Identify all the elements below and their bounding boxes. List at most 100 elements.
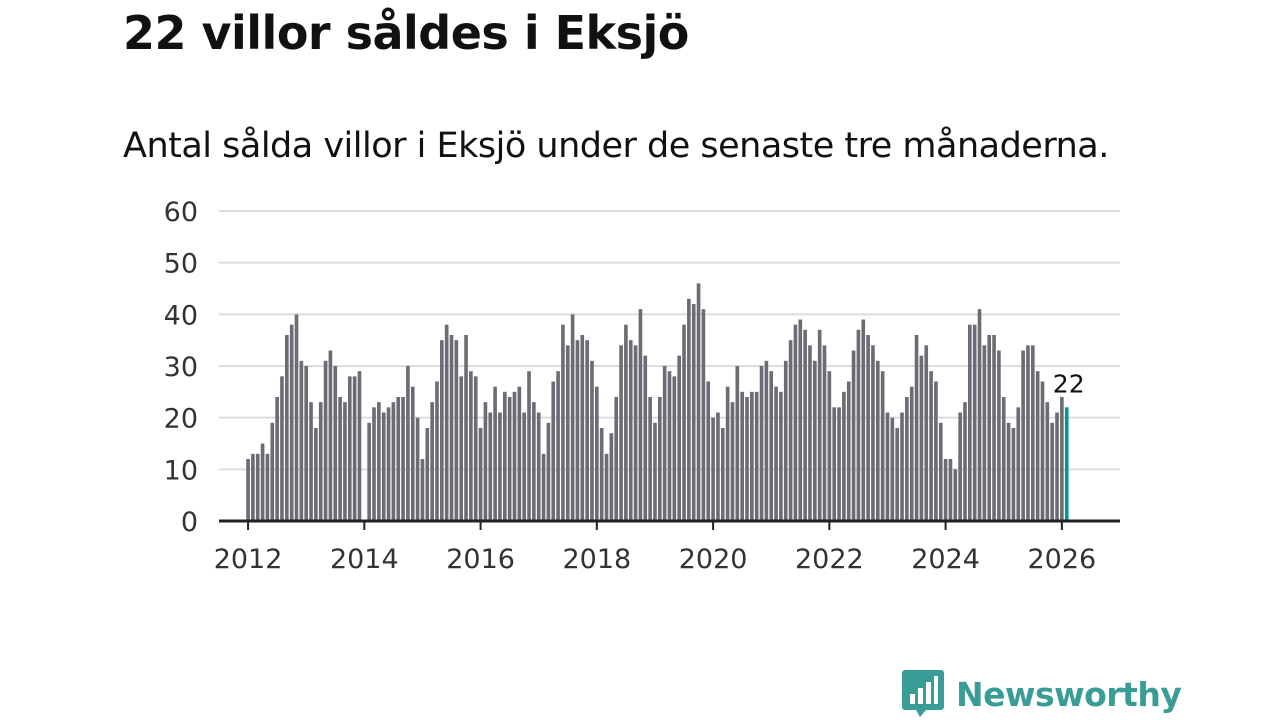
bar: [556, 371, 560, 521]
bar: [352, 376, 357, 521]
bar: [788, 340, 793, 521]
chart-subtitle: Antal sålda villor i Eksjö under de sena…: [123, 126, 1109, 166]
bar: [415, 417, 420, 521]
bar: [304, 366, 309, 521]
bar: [498, 412, 502, 521]
bar: [842, 391, 846, 521]
bar: [454, 340, 459, 521]
y-tick-label: 20: [164, 404, 198, 435]
bar: [745, 397, 749, 521]
bar: [798, 319, 803, 521]
bar: [309, 402, 313, 521]
bar: [289, 324, 294, 521]
bar: [536, 412, 541, 521]
bar: [444, 324, 449, 521]
bar: [1060, 397, 1064, 521]
bar: [638, 309, 643, 521]
bar: [493, 386, 497, 521]
bar: [401, 397, 405, 521]
bar: [522, 412, 526, 521]
bar: [648, 397, 652, 521]
bar: [294, 314, 299, 521]
bar: [730, 402, 735, 521]
bar: [1001, 397, 1006, 521]
bar: [1026, 345, 1030, 521]
bar: [628, 340, 633, 521]
bar: [377, 402, 381, 521]
bar: [764, 360, 769, 521]
y-tick-label: 0: [181, 507, 198, 538]
bar: [958, 412, 962, 521]
bar: [856, 329, 861, 521]
y-tick-label: 30: [164, 352, 198, 383]
bar: [977, 309, 982, 521]
bar: [532, 402, 536, 521]
bar: [861, 319, 866, 521]
x-tick-label: 2012: [214, 544, 283, 575]
bar: [938, 422, 943, 521]
bar: [779, 391, 783, 521]
bar: [464, 335, 468, 521]
bar: [333, 366, 338, 521]
bar: [992, 335, 996, 521]
bar: [720, 428, 725, 521]
newsworthy-logo[interactable]: Newsworthy: [902, 670, 1182, 718]
bar: [657, 397, 662, 521]
bar: [386, 407, 391, 521]
bar: [943, 459, 948, 521]
y-tick-label: 50: [164, 249, 198, 280]
bar: [381, 412, 386, 521]
bar: [570, 314, 575, 521]
bar: [769, 371, 774, 521]
bar: [488, 412, 493, 521]
bar: [469, 371, 473, 521]
x-tick-label: 2024: [911, 544, 980, 575]
bar: [696, 283, 701, 521]
bar: [725, 386, 730, 521]
bar: [827, 371, 832, 521]
bar: [275, 397, 279, 521]
bar: [817, 329, 822, 521]
bar: [614, 397, 619, 521]
bar: [1006, 422, 1011, 521]
bar: [851, 350, 856, 521]
bar: [934, 381, 938, 521]
bar: [972, 324, 977, 521]
bar: [575, 340, 580, 521]
bar: [1050, 422, 1054, 521]
bar: [260, 443, 265, 521]
bar: [410, 386, 415, 521]
y-tick-label: 40: [164, 300, 198, 331]
bar: [803, 329, 807, 521]
bar: [435, 381, 439, 521]
bar: [483, 402, 488, 521]
bar: [1055, 412, 1059, 521]
bar: [948, 459, 953, 521]
bar: [343, 402, 347, 521]
bar: [900, 412, 904, 521]
bar: [599, 428, 604, 521]
bar: [890, 417, 895, 521]
bar: [1016, 407, 1021, 521]
x-tick-label: 2014: [330, 544, 399, 575]
bar: [590, 360, 594, 521]
bar: [357, 371, 362, 521]
bar: [507, 397, 512, 521]
bar: [997, 350, 1001, 521]
bar: [716, 412, 720, 521]
bar: [565, 345, 570, 521]
bar: [905, 397, 909, 521]
bar: [299, 360, 304, 521]
tick-labels: 0 10 20 30 40 50 60 2012 2014 2016 2018 2020 2022 202…: [164, 197, 1097, 575]
bar: [885, 412, 890, 521]
bar: [754, 391, 759, 521]
bar: [1021, 350, 1025, 521]
bars: [246, 283, 1069, 521]
bar: [372, 407, 376, 521]
bar: [517, 386, 522, 521]
value-annotation: 22: [1053, 369, 1085, 398]
bar: [328, 350, 333, 521]
bar: [265, 453, 270, 521]
bar: [653, 422, 657, 521]
